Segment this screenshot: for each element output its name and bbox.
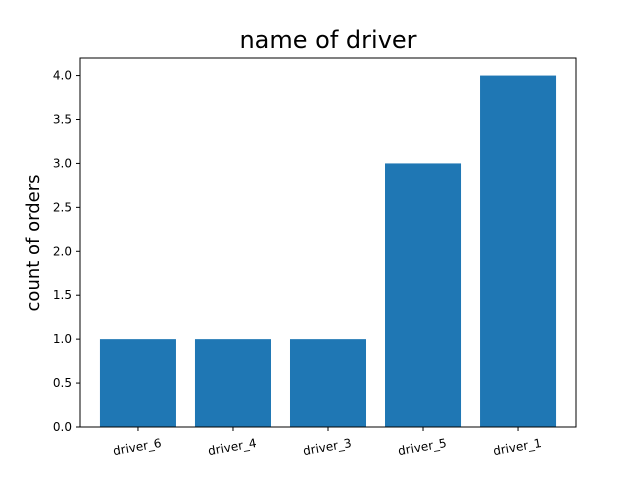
y-tick-label: 4.0 <box>53 69 72 83</box>
chart-title: name of driver <box>239 26 416 54</box>
y-tick-label: 3.0 <box>53 156 72 170</box>
y-tick-label: 3.5 <box>53 113 72 127</box>
y-axis-label: count of orders <box>23 175 44 312</box>
bar-driver_3 <box>289 339 367 427</box>
y-tick-label: 2.5 <box>53 200 72 214</box>
bar-driver_6 <box>99 339 176 427</box>
y-axis: 0.0 0.5 1.0 1.5 2.0 2.5 3.0 3.5 4.0 <box>53 69 80 434</box>
y-tick-label: 2.0 <box>53 244 72 258</box>
x-tick-label: driver_4 <box>207 436 258 458</box>
bars-layer <box>99 75 557 428</box>
y-tick-label: 0.0 <box>53 420 72 434</box>
y-tick-label: 1.5 <box>53 288 72 302</box>
plot-frame <box>79 57 577 428</box>
y-tick-label: 1.0 <box>53 332 72 346</box>
y-tick-label: 0.5 <box>53 376 72 390</box>
x-tick-label: driver_1 <box>492 436 543 458</box>
x-tick-label: driver_5 <box>397 436 448 458</box>
x-tick-label: driver_3 <box>302 436 353 458</box>
bar-driver_5 <box>385 163 462 427</box>
x-axis: driver_6 driver_4 driver_3 driver_5 driver_1 <box>112 427 543 458</box>
x-tick-label: driver_6 <box>112 436 163 458</box>
bar-driver_1 <box>480 75 557 428</box>
bar-driver_4 <box>194 339 271 427</box>
